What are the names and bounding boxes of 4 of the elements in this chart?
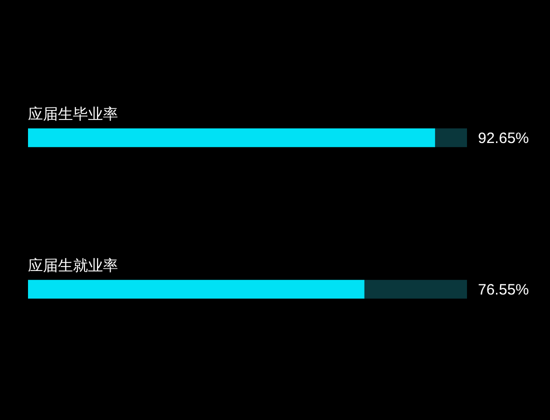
y-tick-label: 应届生毕业率 bbox=[28, 106, 118, 123]
data-label: 92.65% bbox=[478, 130, 529, 147]
data-label: 76.55% bbox=[478, 281, 529, 298]
y-tick-label: 应届生就业率 bbox=[28, 257, 118, 274]
